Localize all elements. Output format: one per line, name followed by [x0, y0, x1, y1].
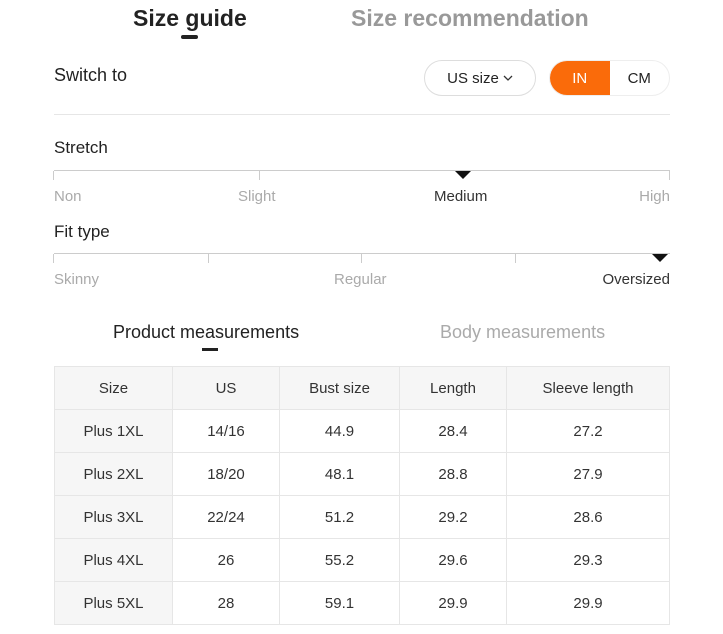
unit-cm-button[interactable]: CM: [627, 69, 651, 87]
fit-option-selected: Oversized: [602, 271, 670, 288]
stretch-scale: Non Slight Medium High: [53, 170, 670, 205]
table-cell: 28.6: [506, 495, 670, 539]
tab-size-guide[interactable]: Size guide: [133, 5, 247, 31]
table-cell: 29.9: [506, 581, 670, 625]
size-system-value: US size: [447, 69, 499, 87]
table-cell: 26: [172, 538, 280, 582]
table-cell: 27.9: [506, 452, 670, 496]
size-table: Size US Bust size Length Sleeve length P…: [54, 366, 670, 625]
header-size: Size: [54, 366, 173, 410]
table-header-row: Size US Bust size Length Sleeve length: [54, 366, 670, 410]
table-cell: Plus 5XL: [54, 581, 173, 625]
unit-toggle: IN CM: [549, 60, 670, 96]
unit-in-button[interactable]: IN: [550, 61, 610, 95]
table-cell: Plus 3XL: [54, 495, 173, 539]
table-cell: 22/24: [172, 495, 280, 539]
fit-option: Regular: [334, 271, 387, 288]
header-length: Length: [399, 366, 507, 410]
fit-type-label: Fit type: [54, 222, 110, 241]
measure-tab-indicator: [202, 348, 218, 351]
stretch-option: Non: [54, 188, 82, 205]
size-system-dropdown[interactable]: US size: [424, 60, 536, 96]
stretch-marker-icon: [455, 171, 471, 179]
table-cell: 18/20: [172, 452, 280, 496]
table-row: Plus 1XL 14/16 44.9 28.4 27.2: [54, 409, 670, 453]
table-row: Plus 5XL 28 59.1 29.9 29.9: [54, 581, 670, 625]
table-cell: 55.2: [279, 538, 400, 582]
table-cell: 28.4: [399, 409, 507, 453]
fit-marker-icon: [652, 254, 668, 262]
table-row: Plus 4XL 26 55.2 29.6 29.3: [54, 538, 670, 582]
fit-option: Skinny: [54, 271, 100, 288]
divider: [54, 114, 670, 115]
tab-body-measurements[interactable]: Body measurements: [440, 322, 606, 342]
stretch-label: Stretch: [54, 138, 108, 157]
tab-product-measurements[interactable]: Product measurements: [113, 322, 300, 342]
table-cell: 28: [172, 581, 280, 625]
header-sleeve: Sleeve length: [506, 366, 670, 410]
table-cell: 29.9: [399, 581, 507, 625]
table-cell: 27.2: [506, 409, 670, 453]
header-bust: Bust size: [279, 366, 400, 410]
fit-scale: Skinny Regular Oversized: [53, 253, 670, 288]
stretch-option: Slight: [238, 188, 276, 205]
chevron-down-icon: [503, 75, 513, 81]
table-cell: 44.9: [279, 409, 400, 453]
table-row: Plus 2XL 18/20 48.1 28.8 27.9: [54, 452, 670, 496]
table-cell: 51.2: [279, 495, 400, 539]
table-cell: 29.2: [399, 495, 507, 539]
stretch-option-selected: Medium: [434, 188, 488, 205]
table-cell: 14/16: [172, 409, 280, 453]
table-cell: 29.6: [399, 538, 507, 582]
table-cell: 59.1: [279, 581, 400, 625]
table-cell: 28.8: [399, 452, 507, 496]
tab-size-recommendation[interactable]: Size recommendation: [351, 5, 589, 31]
table-cell: Plus 2XL: [54, 452, 173, 496]
switch-to-label: Switch to: [54, 65, 128, 85]
stretch-option: High: [639, 188, 670, 205]
header-us: US: [172, 366, 280, 410]
table-cell: 29.3: [506, 538, 670, 582]
table-cell: Plus 4XL: [54, 538, 173, 582]
table-row: Plus 3XL 22/24 51.2 29.2 28.6: [54, 495, 670, 539]
active-tab-indicator: [181, 35, 198, 39]
table-cell: 48.1: [279, 452, 400, 496]
table-cell: Plus 1XL: [54, 409, 173, 453]
